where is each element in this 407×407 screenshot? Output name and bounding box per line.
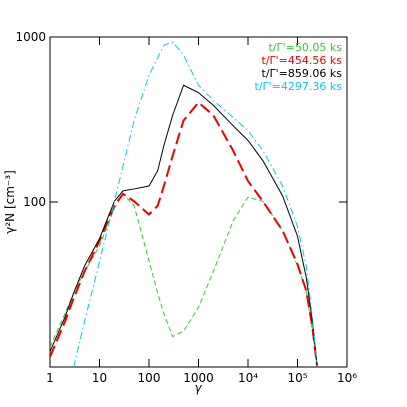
x-tick-label: 100 [138,371,161,385]
x-tick-label: 1000 [183,371,214,385]
legend-entry: t/Γ'=50.05 ks [269,41,343,54]
x-tick-label: 10 [92,371,107,385]
y-tick-label: 100 [23,195,46,209]
y-tick-label: 1000 [15,30,46,44]
x-tick-label: 1 [46,371,54,385]
y-axis-label: γ²N [cm⁻³] [3,170,17,234]
lines [50,41,319,367]
legend-entry: t/Γ'=454.56 ks [262,54,343,67]
x-tick-label: 10⁵ [287,371,307,385]
series-line [73,41,318,367]
series-line [50,193,318,367]
series-line [50,101,319,367]
x-tick-label: 10⁶ [337,371,357,385]
x-axis-label: γ [194,381,202,395]
x-tick-label: 10⁴ [238,371,258,385]
legend-entry: t/Γ'=859.06 ks [262,67,343,80]
legend-entry: t/Γ'=4297.36 ks [255,80,343,93]
series-line [50,84,318,367]
